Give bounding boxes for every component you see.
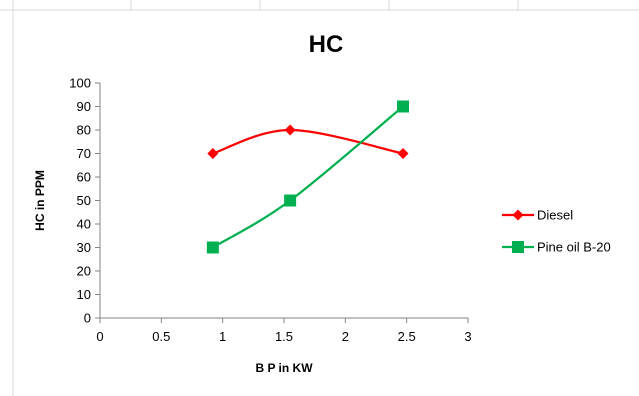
legend-label: Pine oil B-20 <box>537 240 611 255</box>
y-tick-label: 70 <box>77 146 91 161</box>
series-line-pine-oil-b-20 <box>212 105 404 249</box>
y-tick-label: 60 <box>77 170 91 185</box>
legend-label: Diesel <box>537 208 573 223</box>
y-tick-label: 20 <box>77 264 91 279</box>
data-point-diesel <box>284 124 296 136</box>
y-tick-label: 40 <box>77 217 91 232</box>
chart-title: HC <box>309 31 344 58</box>
x-tick-label: 1 <box>219 329 226 344</box>
legend-item-pine-oil-b-20: Pine oil B-20 <box>502 240 611 255</box>
y-tick-label: 80 <box>77 123 91 138</box>
data-point-pine-oil-b-20 <box>206 241 219 254</box>
series-diesel <box>207 124 409 159</box>
data-point-pine-oil-b-20 <box>396 100 409 113</box>
x-tick-label: 2.5 <box>398 329 416 344</box>
y-tick-label: 10 <box>77 287 91 302</box>
legend: Diesel Pine oil B-20 <box>502 208 611 255</box>
data-point-diesel <box>207 148 219 159</box>
data-point-diesel <box>397 148 409 159</box>
x-tick-label: 2 <box>342 329 349 344</box>
data-point-pine-oil-b-20 <box>284 194 297 207</box>
series-layer <box>206 100 409 254</box>
y-tick-label: 30 <box>77 240 91 255</box>
series-pine-oil-b-20 <box>206 100 409 254</box>
axes: 0 10 20 30 40 50 60 70 80 90 100 0 0.5 1 1.5 2 2.5 3 <box>69 76 471 345</box>
legend-item-diesel: Diesel <box>502 208 573 223</box>
x-tick-label: 3 <box>464 329 471 344</box>
x-axis-title: B P in KW <box>255 361 313 375</box>
x-tick-label: 0 <box>96 329 103 344</box>
legend-marker <box>512 241 524 253</box>
y-tick-label: 90 <box>77 99 91 114</box>
y-tick-label: 50 <box>77 193 91 208</box>
legend-marker <box>512 209 524 221</box>
x-tick-label: 1.5 <box>275 329 293 344</box>
y-axis-title: HC in PPM <box>33 170 47 231</box>
series-line-diesel <box>212 128 404 155</box>
y-tick-label: 0 <box>84 311 91 326</box>
y-tick-label: 100 <box>69 76 91 91</box>
x-tick-label: 0.5 <box>152 329 170 344</box>
